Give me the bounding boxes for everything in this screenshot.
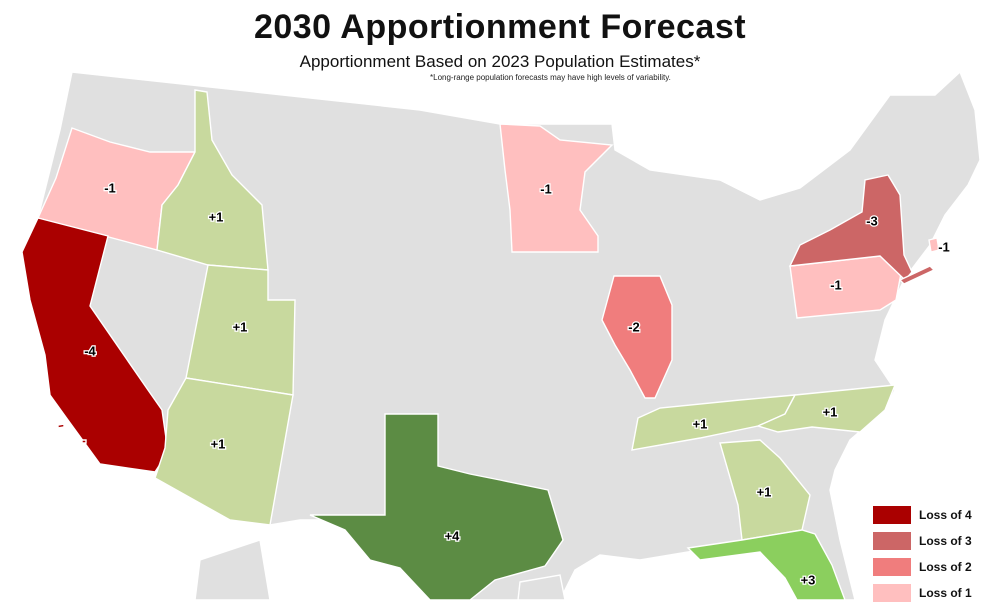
state-change-label-pennsylvania: -1 <box>830 277 842 292</box>
state-illinois <box>601 275 673 399</box>
state-rhode-island <box>928 237 940 253</box>
legend-item-loss-3: Loss of 3 <box>873 528 972 554</box>
state-minnesota <box>499 123 614 253</box>
state-arizona <box>154 377 294 526</box>
legend-label: Loss of 4 <box>919 508 972 522</box>
state-change-label-california: -4 <box>84 343 96 358</box>
state-new-york-long-island <box>898 265 936 285</box>
legend-swatch <box>873 558 911 576</box>
state-change-label-georgia: +1 <box>757 484 772 499</box>
state-change-label-illinois: -2 <box>628 319 640 334</box>
bahamas-landmass <box>517 574 566 600</box>
state-change-label-texas: +4 <box>445 528 461 543</box>
legend-item-loss-2: Loss of 2 <box>873 554 972 580</box>
state-california <box>21 217 169 473</box>
state-change-label-arizona: +1 <box>211 436 226 451</box>
legend-swatch <box>873 506 911 524</box>
state-change-label-oregon: -1 <box>104 180 116 195</box>
state-texas <box>309 413 564 600</box>
state-change-label-rhode-island: -1 <box>938 239 950 254</box>
mexico-landmass <box>194 539 271 600</box>
footnote: *Long-range population forecasts may hav… <box>430 73 671 82</box>
state-new-york <box>788 174 913 282</box>
state-georgia <box>719 439 811 541</box>
state-change-label-north-carolina: +1 <box>823 404 838 419</box>
legend-label: Loss of 2 <box>919 560 972 574</box>
state-florida <box>686 529 846 600</box>
state-change-label-utah: +1 <box>233 319 248 334</box>
legend: Loss of 4 Loss of 3 Loss of 2 Loss of 1 <box>873 502 972 606</box>
page-subtitle: Apportionment Based on 2023 Population E… <box>299 52 701 71</box>
state-north-carolina <box>755 384 897 433</box>
state-change-label-idaho: +1 <box>209 209 224 224</box>
state-change-label-florida: +3 <box>801 572 816 587</box>
legend-swatch <box>873 532 911 550</box>
legend-label: Loss of 3 <box>919 534 972 548</box>
state-change-label-new-york: -3 <box>866 213 878 228</box>
legend-label: Loss of 1 <box>919 586 972 600</box>
legend-swatch <box>873 584 911 602</box>
state-change-label-minnesota: -1 <box>540 181 552 196</box>
state-change-label-tennessee: +1 <box>693 416 708 431</box>
legend-item-loss-4: Loss of 4 <box>873 502 972 528</box>
page-title: 2030 Apportionment Forecast <box>253 8 747 46</box>
legend-item-loss-1: Loss of 1 <box>873 580 972 606</box>
california-islands <box>57 423 87 444</box>
state-labels: -4 -3 -2 -1 -1 -1 -1 +1 +1 +1 +1 +1 +1 +3 +4 <box>83 179 951 589</box>
